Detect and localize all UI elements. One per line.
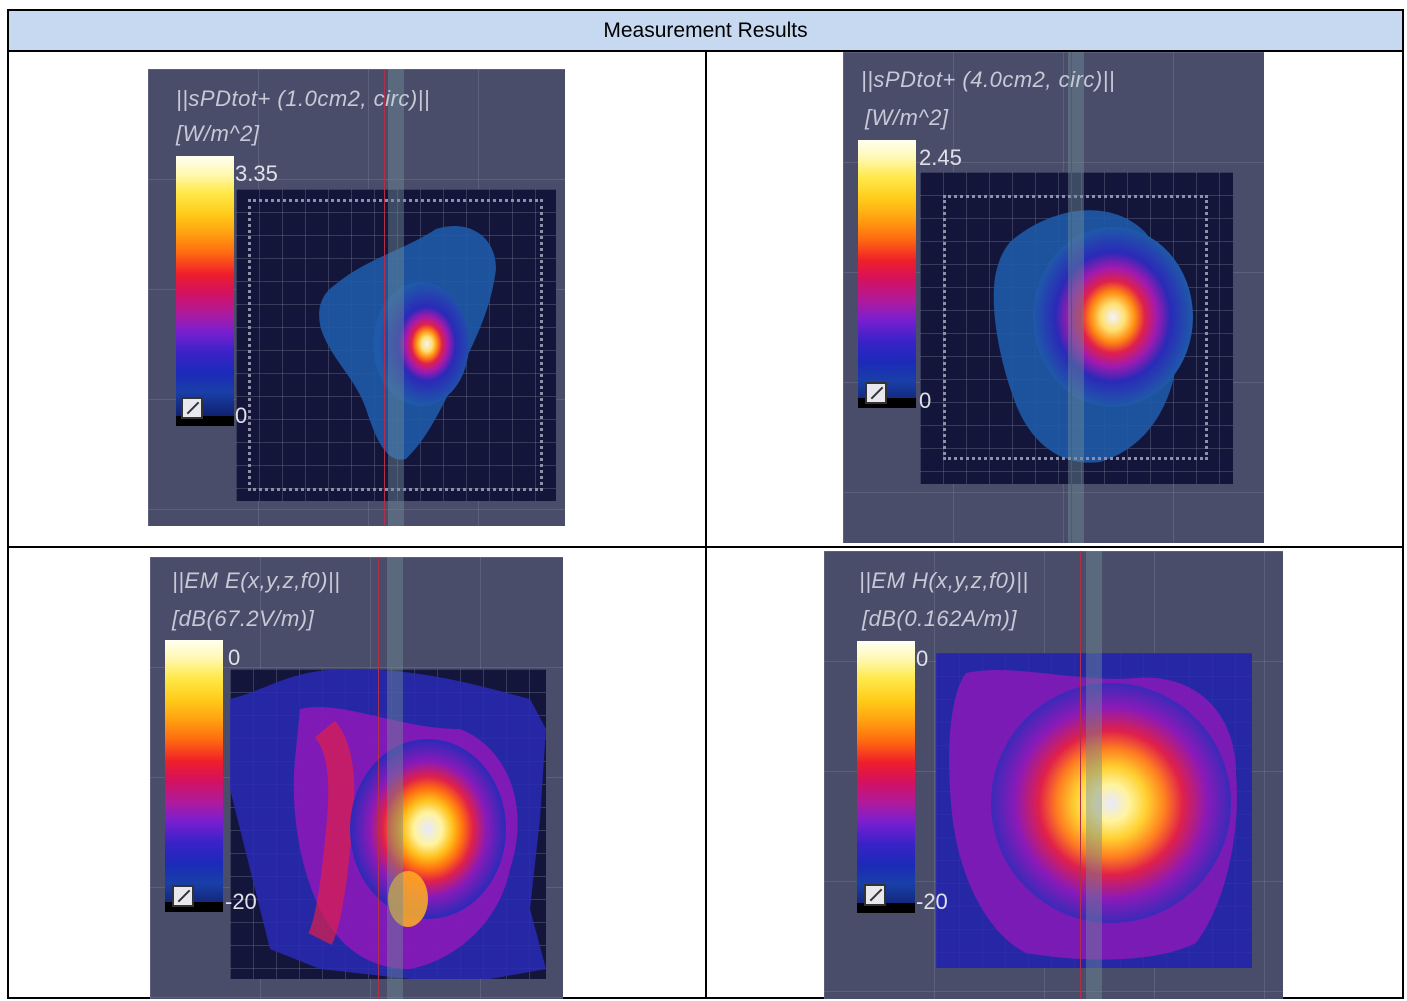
scale-min-label: -20 <box>225 889 257 914</box>
heatmap <box>319 225 496 460</box>
scale-toggle-icon[interactable] <box>865 382 887 404</box>
plot-spdtot-1cm2: ||sPDtot+ (1.0cm2, circ)|| [W/m^2] 3.35 … <box>148 69 565 526</box>
scale-max-label: 0 <box>916 646 929 671</box>
scale-toggle-icon[interactable] <box>172 885 194 907</box>
row-divider <box>9 546 1402 548</box>
color-scale-bar <box>176 156 234 418</box>
scale-max-label: 2.45 <box>919 145 962 170</box>
scale-max-label: 3.35 <box>235 161 278 186</box>
scale-min-label: -20 <box>916 889 948 914</box>
plot-em-h-field: ||EM H(x,y,z,f0)|| [dB(0.162A/m)] 0 -20 <box>824 551 1283 999</box>
scale-toggle-icon[interactable] <box>181 397 203 419</box>
plot-title: ||sPDtot+ (1.0cm2, circ)|| <box>176 86 431 111</box>
color-scale-bar <box>857 641 915 911</box>
scale-min-label: 0 <box>919 388 932 413</box>
heatmap <box>993 210 1193 463</box>
plot-unit: [W/m^2] <box>865 105 949 130</box>
heatmap <box>230 669 546 979</box>
color-scale-bar <box>858 140 916 408</box>
scale-min-label: 0 <box>235 403 248 428</box>
scale-toggle-icon[interactable] <box>864 884 886 906</box>
plot-unit: [dB(0.162A/m)] <box>862 606 1017 631</box>
heatmap <box>936 653 1252 968</box>
plot-title: ||EM H(x,y,z,f0)|| <box>859 568 1029 593</box>
color-scale-bar <box>165 640 223 910</box>
plot-unit: [dB(67.2V/m)] <box>172 606 315 631</box>
plot-title: ||EM E(x,y,z,f0)|| <box>172 568 341 593</box>
table-header: Measurement Results <box>9 11 1402 52</box>
plot-em-e-field: ||EM E(x,y,z,f0)|| [dB(67.2V/m)] 0 -20 <box>150 557 563 999</box>
plot-title: ||sPDtot+ (4.0cm2, circ)|| <box>861 67 1116 92</box>
measurement-results-table: Measurement Results <box>7 9 1404 999</box>
plot-unit: [W/m^2] <box>176 121 260 146</box>
plot-spdtot-4cm2: ||sPDtot+ (4.0cm2, circ)|| [W/m^2] 2.45 … <box>843 52 1264 543</box>
scale-max-label: 0 <box>228 645 241 670</box>
column-divider <box>705 50 707 997</box>
